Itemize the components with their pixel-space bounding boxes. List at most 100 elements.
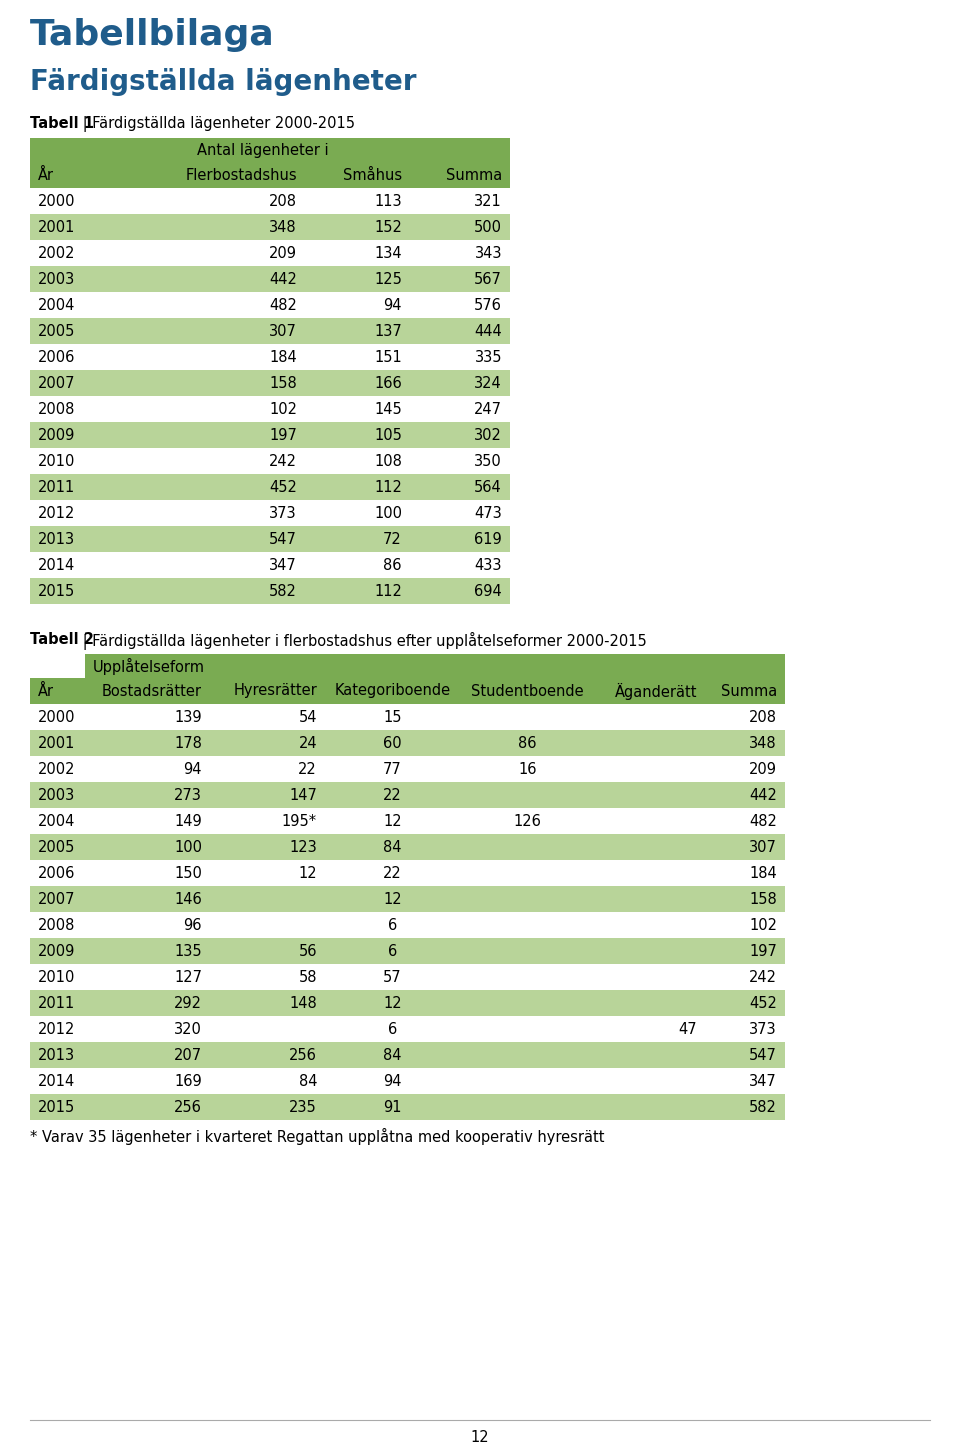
Text: 2004: 2004	[38, 813, 76, 829]
Bar	[210, 704, 325, 730]
Bar	[305, 214, 410, 240]
Bar	[30, 345, 115, 369]
Text: 547: 547	[749, 1047, 777, 1063]
Text: 2006: 2006	[38, 865, 76, 881]
Text: År: År	[38, 167, 54, 183]
Bar	[410, 138, 510, 161]
Text: 242: 242	[269, 454, 297, 468]
Text: 307: 307	[749, 839, 777, 855]
Text: 6: 6	[388, 1022, 397, 1037]
Text: 12: 12	[383, 813, 402, 829]
Bar	[30, 422, 115, 448]
Text: 2004: 2004	[38, 298, 76, 313]
Text: 12: 12	[383, 996, 402, 1011]
Bar	[460, 885, 595, 912]
Text: 152: 152	[374, 220, 402, 234]
Bar	[30, 448, 115, 474]
Bar	[595, 1069, 705, 1093]
Text: 2011: 2011	[38, 996, 75, 1011]
Bar	[595, 808, 705, 835]
Text: 113: 113	[374, 193, 402, 208]
Bar	[705, 938, 785, 964]
Text: 256: 256	[289, 1047, 317, 1063]
Text: 94: 94	[383, 1073, 401, 1089]
Bar	[30, 526, 115, 553]
Text: 166: 166	[374, 375, 402, 391]
Bar	[325, 912, 460, 938]
Bar	[30, 188, 115, 214]
Bar	[115, 240, 305, 266]
Bar	[325, 964, 460, 990]
Text: 86: 86	[518, 736, 537, 750]
Text: 12: 12	[470, 1431, 490, 1445]
Text: 2009: 2009	[38, 944, 76, 958]
Bar	[325, 1016, 460, 1043]
Text: 12: 12	[299, 865, 317, 881]
Text: 84: 84	[383, 1047, 401, 1063]
Bar	[595, 730, 705, 756]
Text: 619: 619	[474, 532, 502, 547]
Bar	[410, 500, 510, 526]
Bar	[410, 188, 510, 214]
Text: 112: 112	[374, 583, 402, 599]
Text: 582: 582	[749, 1099, 777, 1115]
Text: Äganderätt: Äganderätt	[614, 682, 697, 699]
Bar	[30, 1093, 85, 1120]
Bar	[115, 369, 305, 395]
Bar	[305, 474, 410, 500]
Bar	[410, 214, 510, 240]
Bar	[210, 835, 325, 859]
Text: 564: 564	[474, 480, 502, 494]
Bar	[325, 1069, 460, 1093]
Text: 2007: 2007	[38, 375, 76, 391]
Text: 108: 108	[374, 454, 402, 468]
Bar	[115, 474, 305, 500]
Text: 2005: 2005	[38, 839, 76, 855]
Text: 373: 373	[270, 506, 297, 521]
Text: 235: 235	[289, 1099, 317, 1115]
Text: 582: 582	[269, 583, 297, 599]
Text: 84: 84	[383, 839, 401, 855]
Text: 178: 178	[174, 736, 202, 750]
Bar	[305, 448, 410, 474]
Bar	[410, 266, 510, 292]
Bar	[460, 938, 595, 964]
Bar	[115, 266, 305, 292]
Text: 16: 16	[518, 762, 537, 776]
Bar	[115, 579, 305, 603]
Bar	[30, 553, 115, 579]
Text: 135: 135	[175, 944, 202, 958]
Text: 2015: 2015	[38, 1099, 75, 1115]
Text: Tabell 1: Tabell 1	[30, 116, 94, 131]
Bar	[305, 345, 410, 369]
Bar	[325, 990, 460, 1016]
Text: 2015: 2015	[38, 583, 75, 599]
Text: 2008: 2008	[38, 917, 76, 932]
Bar	[460, 1016, 595, 1043]
Bar	[115, 553, 305, 579]
Text: 348: 348	[270, 220, 297, 234]
Bar	[30, 678, 85, 704]
Text: 2012: 2012	[38, 1022, 76, 1037]
Text: 123: 123	[289, 839, 317, 855]
Bar	[595, 859, 705, 885]
Bar	[85, 912, 210, 938]
Bar	[115, 448, 305, 474]
Text: | Färdigställda lägenheter 2000-2015: | Färdigställda lägenheter 2000-2015	[78, 116, 355, 132]
Bar	[305, 292, 410, 318]
Bar	[30, 369, 115, 395]
Bar	[460, 808, 595, 835]
Text: 86: 86	[383, 557, 402, 573]
Text: 2007: 2007	[38, 891, 76, 906]
Bar	[30, 859, 85, 885]
Bar	[30, 474, 115, 500]
Text: 22: 22	[299, 762, 317, 776]
Bar	[705, 782, 785, 808]
Bar	[85, 964, 210, 990]
Text: 442: 442	[749, 788, 777, 803]
Bar	[595, 756, 705, 782]
Text: 58: 58	[299, 970, 317, 984]
Bar	[325, 1093, 460, 1120]
Text: 2013: 2013	[38, 532, 75, 547]
Bar	[30, 730, 85, 756]
